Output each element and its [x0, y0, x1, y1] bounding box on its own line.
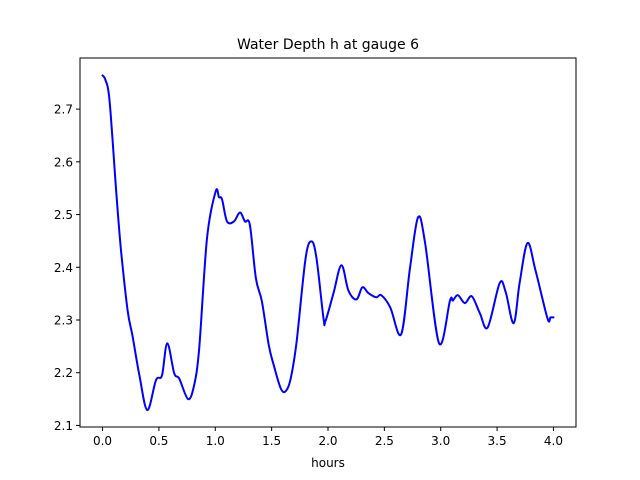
series-line-h [101, 74, 555, 412]
x-tick-label: 2.0 [318, 434, 337, 448]
chart-title: Water Depth h at gauge 6 [237, 37, 419, 53]
plot-area [101, 74, 555, 412]
y-axis: 2.1 2.2 2.3 2.4 2.5 2.6 2.7 [54, 103, 80, 433]
x-tick-label: 0.0 [93, 434, 112, 448]
x-axis: 0.0 0.5 1.0 1.5 2.0 2.5 3.0 3.5 4.0 [93, 427, 563, 448]
y-tick-label: 2.2 [54, 366, 73, 380]
x-tick-label: 0.5 [149, 434, 168, 448]
x-axis-label: hours [311, 456, 345, 470]
y-tick-label: 2.6 [54, 155, 73, 169]
y-tick-label: 2.5 [54, 208, 73, 222]
x-tick-label: 4.0 [544, 434, 563, 448]
x-tick-label: 1.0 [206, 434, 225, 448]
x-tick-label: 3.5 [488, 434, 507, 448]
y-tick-label: 2.3 [54, 313, 73, 327]
x-tick-label: 1.5 [262, 434, 281, 448]
x-tick-label: 2.5 [375, 434, 394, 448]
x-tick-label: 3.0 [431, 434, 450, 448]
y-tick-label: 2.7 [54, 103, 73, 117]
y-tick-label: 2.4 [54, 261, 73, 275]
y-tick-label: 2.1 [54, 419, 73, 433]
